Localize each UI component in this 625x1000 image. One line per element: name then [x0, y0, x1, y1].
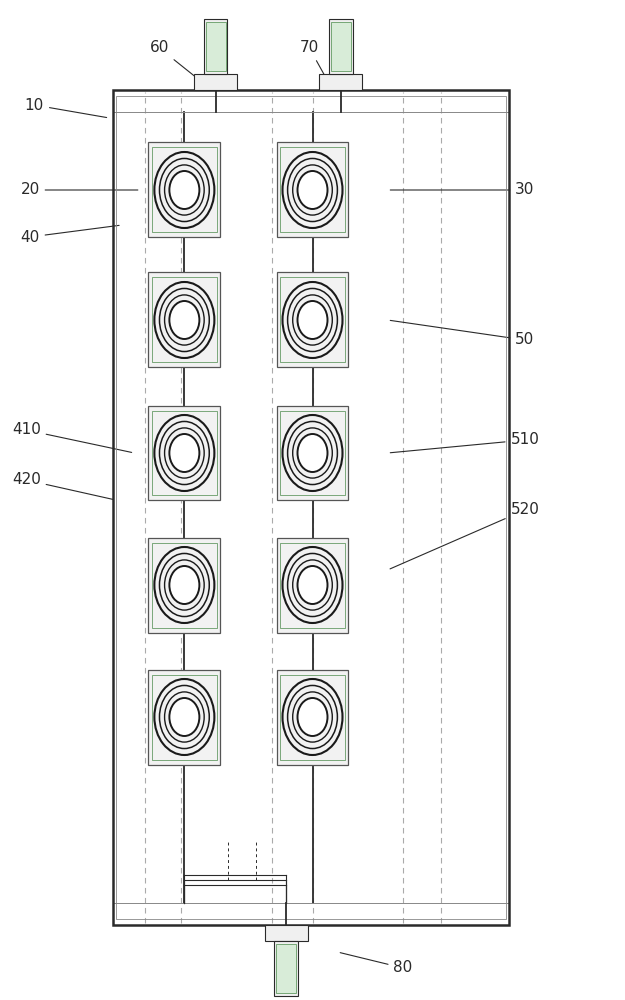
Bar [276, 538, 349, 633]
Ellipse shape [298, 698, 328, 736]
Bar [152, 542, 218, 628]
Bar [274, 941, 298, 996]
Bar [152, 410, 218, 495]
Bar [280, 277, 345, 362]
Ellipse shape [298, 566, 328, 604]
Bar [152, 147, 218, 232]
Text: 40: 40 [21, 225, 119, 244]
Bar [116, 96, 506, 919]
Bar [280, 542, 345, 628]
Text: 30: 30 [390, 182, 535, 198]
Bar [276, 406, 349, 500]
Bar [280, 410, 345, 495]
Bar [204, 19, 228, 74]
Bar [206, 22, 226, 71]
Ellipse shape [169, 171, 199, 209]
Text: 60: 60 [150, 40, 202, 82]
Bar [265, 925, 308, 941]
Ellipse shape [298, 171, 328, 209]
Bar [149, 142, 221, 237]
Bar [149, 406, 221, 500]
Text: 510: 510 [390, 432, 539, 453]
Bar [319, 74, 362, 90]
Ellipse shape [298, 434, 328, 472]
Bar [276, 944, 296, 993]
Text: 420: 420 [12, 473, 113, 499]
Bar [152, 674, 218, 760]
Bar [276, 142, 349, 237]
Ellipse shape [169, 566, 199, 604]
Ellipse shape [169, 698, 199, 736]
Text: 520: 520 [390, 502, 539, 569]
Text: 70: 70 [300, 40, 328, 82]
Text: 80: 80 [340, 953, 412, 976]
Ellipse shape [169, 434, 199, 472]
Bar [149, 272, 221, 367]
Bar [329, 19, 352, 74]
Bar [276, 272, 349, 367]
Text: 10: 10 [25, 98, 107, 118]
Ellipse shape [298, 301, 328, 339]
Text: 50: 50 [390, 320, 534, 348]
Bar [194, 74, 237, 90]
Bar [149, 670, 221, 764]
Ellipse shape [169, 301, 199, 339]
Bar [112, 90, 509, 925]
Text: 410: 410 [12, 422, 132, 452]
Bar [149, 538, 221, 633]
Bar [276, 670, 349, 764]
Bar [152, 277, 218, 362]
Bar [331, 22, 351, 71]
Bar [280, 674, 345, 760]
Bar [280, 147, 345, 232]
Text: 20: 20 [21, 182, 138, 198]
